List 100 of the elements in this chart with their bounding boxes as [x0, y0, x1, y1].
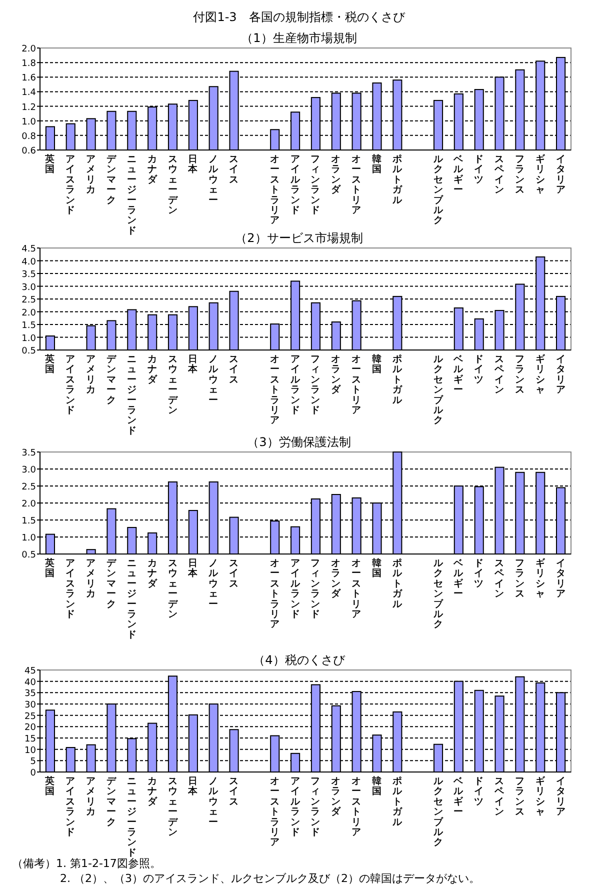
- chart-title: （3）労働保護法制: [247, 435, 351, 449]
- y-tick-label: 4.0: [22, 257, 36, 268]
- x-tick-label: カナダ: [147, 354, 158, 386]
- x-tick-label: フィンランド: [310, 154, 321, 216]
- x-tick-label: オーストラリア: [270, 154, 280, 226]
- x-tick-label: ノルウェー: [208, 154, 219, 206]
- y-tick-label: 2.0: [22, 308, 36, 318]
- x-tick-label: ギリシャ: [535, 557, 546, 600]
- x-tick-label: アイルランド: [290, 558, 300, 620]
- x-tick-label: デンマーク: [106, 776, 118, 828]
- x-tick-label: ギリシャ: [535, 153, 546, 196]
- chart-title: （4）税のくさび: [253, 653, 346, 667]
- x-tick-label: スペイン: [494, 558, 505, 600]
- x-tick-label: 英国: [45, 353, 56, 376]
- text: （備考）1. 第1-2-17図参照。: [12, 857, 161, 870]
- x-tick-label: アメリカ: [86, 558, 96, 600]
- x-tick-label: 英国: [45, 557, 56, 580]
- x-tick-label: カナダ: [147, 558, 158, 590]
- x-tick-label: 日本: [188, 354, 198, 376]
- y-tick-label: 15: [24, 734, 36, 744]
- x-tick-label: アメリカ: [86, 776, 96, 818]
- x-tick-label: イタリア: [556, 776, 566, 818]
- x-tick-label: イタリア: [556, 558, 566, 600]
- y-tick-label: 2.5: [22, 482, 36, 492]
- y-tick-label: 3.5: [22, 448, 36, 458]
- x-tick-label: アイルランド: [290, 776, 300, 838]
- x-tick-label: ルクセンブルク: [433, 154, 444, 226]
- x-tick-label: イタリア: [556, 154, 566, 196]
- y-tick-label: 1.8: [22, 59, 36, 70]
- x-tick-label: ベルギー: [454, 354, 464, 396]
- x-tick-label: デンマーク: [106, 354, 118, 406]
- x-tick-label: スイス: [229, 354, 240, 386]
- x-tick-label: ノルウェー: [208, 354, 219, 406]
- x-tick-label: スウェーデン: [168, 154, 179, 216]
- x-tick-label: アメリカ: [86, 154, 96, 196]
- y-tick-label: 1.5: [22, 321, 36, 331]
- x-tick-label: フランス: [514, 154, 525, 196]
- y-tick-label: 2.0: [22, 500, 36, 510]
- y-tick-label: 0: [30, 768, 36, 778]
- y-tick-label: 2.0: [22, 44, 36, 54]
- x-tick-label: ポルトガル: [392, 354, 404, 406]
- y-tick-label: 1.0: [22, 534, 36, 544]
- x-tick-label: アイスランド: [66, 558, 76, 620]
- x-tick-label: 英国: [45, 775, 56, 798]
- x-tick-label: デンマーク: [106, 558, 118, 610]
- y-tick-label: 1.6: [22, 74, 36, 84]
- y-tick-label: 0.6: [22, 146, 36, 156]
- x-tick-label: ベルギー: [454, 776, 464, 818]
- x-tick-label: ベルギー: [454, 154, 464, 196]
- x-tick-label: ドイツ: [474, 154, 484, 186]
- y-tick-label: 4.5: [22, 244, 36, 254]
- y-tick-label: 2.5: [22, 296, 36, 306]
- y-tick-label: 1.2: [22, 102, 36, 113]
- x-tick-label: 韓国: [372, 153, 382, 176]
- y-tick-label: 1.0: [22, 117, 36, 128]
- x-tick-label: ポルトガル: [392, 558, 404, 610]
- x-tick-label: ルクセンブルク: [433, 354, 444, 426]
- x-tick-label: オーストリア: [352, 354, 362, 416]
- x-tick-label: アイルランド: [290, 154, 300, 216]
- x-tick-label: ポルトガル: [392, 154, 404, 206]
- x-tick-label: オランダ: [331, 354, 342, 396]
- x-tick-label: スペイン: [494, 154, 505, 196]
- x-tick-label: ニュージーランド: [126, 154, 137, 236]
- x-tick-label: フィンランド: [310, 558, 321, 620]
- x-tick-label: オランダ: [331, 558, 342, 600]
- x-tick-label: フランス: [514, 354, 525, 396]
- y-tick-label: 3.5: [22, 270, 36, 280]
- x-tick-label: スイス: [229, 776, 240, 808]
- chart-title: 付図1-3 各国の規制指標・税のくさび: [192, 10, 406, 24]
- x-tick-label: ドイツ: [474, 558, 484, 590]
- x-tick-label: フィンランド: [310, 354, 321, 416]
- y-tick-label: 40: [24, 678, 36, 688]
- x-tick-label: ドイツ: [474, 776, 484, 808]
- y-tick-label: 45: [24, 666, 36, 676]
- x-tick-label: スウェーデン: [168, 558, 179, 620]
- y-tick-label: 30: [24, 700, 36, 710]
- x-tick-label: アイスランド: [66, 154, 76, 216]
- y-tick-label: 1.4: [22, 88, 36, 98]
- x-tick-label: 韓国: [372, 775, 382, 798]
- chart-subtitle: （1）生産物市場規制: [241, 31, 357, 45]
- x-tick-label: オーストリア: [352, 154, 362, 216]
- text: 2. （2）、（3）のアイスランド、ルクセンブルク及び（2）の韓国はデータがない。: [60, 872, 480, 885]
- x-tick-label: オーストラリア: [270, 354, 280, 426]
- x-tick-label: アイスランド: [66, 354, 76, 416]
- x-tick-label: フランス: [514, 776, 525, 818]
- y-tick-label: 0.5: [22, 346, 36, 356]
- x-tick-label: フランス: [514, 558, 525, 600]
- x-tick-label: オーストリア: [352, 558, 362, 620]
- y-tick-label: 35: [24, 689, 36, 700]
- y-tick-label: 1.5: [22, 516, 36, 526]
- y-tick-label: 0.8: [22, 132, 36, 142]
- x-tick-label: スペイン: [494, 776, 505, 818]
- x-tick-label: ポルトガル: [392, 776, 404, 828]
- x-tick-label: オランダ: [331, 154, 342, 196]
- x-tick-label: ベルギー: [454, 558, 464, 600]
- x-tick-label: ルクセンブルク: [433, 558, 444, 630]
- x-tick-label: 日本: [188, 154, 198, 176]
- y-tick-label: 20: [24, 723, 36, 734]
- x-tick-label: ギリシャ: [535, 775, 546, 818]
- x-tick-label: オランダ: [331, 776, 342, 818]
